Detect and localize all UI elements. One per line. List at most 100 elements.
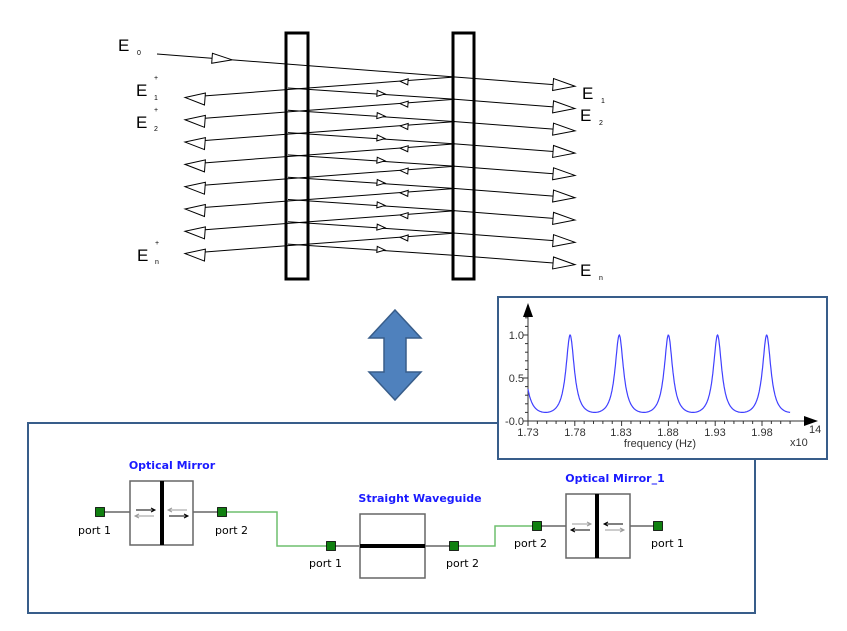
cavity-ray xyxy=(287,154,456,167)
arrowhead-icon xyxy=(183,136,206,151)
port-square[interactable] xyxy=(449,541,459,551)
reflected-ray xyxy=(204,200,289,208)
cavity-ray xyxy=(287,132,456,145)
port-square[interactable] xyxy=(326,541,336,551)
x-tick-label: 1.83 xyxy=(610,427,631,439)
arrowhead-icon xyxy=(552,211,577,225)
arrowhead-icon xyxy=(398,167,409,175)
arrowhead-icon xyxy=(398,100,409,108)
svg-text:E: E xyxy=(580,106,591,125)
transmitted-ray xyxy=(454,121,556,130)
cavity-ray xyxy=(287,98,456,113)
cavity-ray xyxy=(287,143,456,157)
reflected-ray xyxy=(204,155,289,164)
cavity-ray xyxy=(287,109,456,123)
label-e1: E 1 xyxy=(582,84,605,105)
arrowhead-icon xyxy=(183,226,206,240)
arrowhead-icon xyxy=(552,256,577,270)
arrowhead-icon xyxy=(398,211,409,220)
svg-text:E: E xyxy=(136,81,147,100)
reflected-ray xyxy=(204,133,289,142)
transmission-line xyxy=(527,333,791,413)
arrowhead-icon xyxy=(211,52,233,64)
arrowhead-icon xyxy=(552,144,577,159)
port-square[interactable] xyxy=(217,507,227,517)
cavity-ray xyxy=(287,210,456,224)
cavity-ray xyxy=(287,232,456,247)
arrowhead-icon xyxy=(552,77,577,92)
right-mirror-plate xyxy=(451,31,476,281)
straight-waveguide-component[interactable]: Straight Waveguide xyxy=(358,492,482,579)
transmitted-ray xyxy=(454,76,556,86)
arrowhead-icon xyxy=(552,189,577,203)
x-tick-label: 1.73 xyxy=(517,427,538,439)
arrowhead-icon xyxy=(183,114,206,128)
svg-text:E: E xyxy=(136,113,147,132)
transmitted-ray xyxy=(454,254,556,264)
x-axis-arrow-icon xyxy=(804,416,818,426)
port-square[interactable] xyxy=(532,521,542,531)
reflected-ray xyxy=(204,178,289,186)
svg-text:2: 2 xyxy=(599,120,603,127)
x-multiplier-exponent: 14 xyxy=(809,424,821,436)
x-tick-label: 1.98 xyxy=(751,427,772,439)
port-square[interactable] xyxy=(653,521,663,531)
svg-text:0: 0 xyxy=(137,50,141,57)
connection-wire[interactable] xyxy=(222,511,331,547)
arrowhead-icon xyxy=(398,145,409,153)
cavity-ray xyxy=(287,221,456,234)
reflected-ray xyxy=(204,222,289,231)
arrowhead-icon xyxy=(398,234,409,242)
arrows-icon xyxy=(133,507,190,519)
left-mirror-plate xyxy=(284,31,310,281)
port-square[interactable] xyxy=(95,507,105,517)
port-label: port 1 xyxy=(78,524,111,537)
x-axis-label: frequency (Hz) xyxy=(624,438,696,450)
svg-text:E: E xyxy=(580,261,591,280)
x-tick-label: 1.78 xyxy=(564,427,585,439)
port-label: port 2 xyxy=(215,524,248,537)
label-e0: E 0 xyxy=(118,36,141,57)
connection-wire[interactable] xyxy=(454,525,537,547)
component-title: Straight Waveguide xyxy=(358,492,481,505)
port-label: port 2 xyxy=(514,537,547,550)
arrowhead-icon xyxy=(552,167,577,181)
port-label: port 2 xyxy=(446,557,479,570)
transmitted-ray xyxy=(454,98,556,108)
y-tick-label: 1.0 xyxy=(509,330,524,342)
arrowhead-icon xyxy=(376,156,387,164)
port-label: port 1 xyxy=(651,537,684,550)
arrowhead-icon xyxy=(376,223,387,231)
svg-text:n: n xyxy=(599,275,603,282)
arrowhead-icon xyxy=(376,201,387,209)
fabry-perot-ray-diagram xyxy=(156,52,577,270)
transmission-chart: 1.73 1.78 1.83 1.88 1.93 1.98 -0.0 0.5 1… xyxy=(497,296,828,460)
optical-mirror-component[interactable]: Optical Mirror xyxy=(129,459,216,546)
arrowhead-icon xyxy=(183,248,206,262)
label-e1-plus: E + 1 xyxy=(136,75,158,102)
svg-text:+: + xyxy=(154,75,158,82)
transmitted-ray xyxy=(454,188,556,197)
svg-text:2: 2 xyxy=(154,126,158,133)
reflected-ray xyxy=(204,245,289,253)
optical-mirror-1-component[interactable]: Optical Mirror_1 xyxy=(565,472,665,559)
svg-text:E: E xyxy=(118,36,129,55)
x-tick-label: 1.88 xyxy=(657,427,678,439)
y-tick-label: -0.0 xyxy=(505,416,524,428)
svg-text:1: 1 xyxy=(154,95,158,102)
arrowhead-icon xyxy=(183,159,206,173)
transmitted-ray xyxy=(454,143,556,153)
cavity-ray xyxy=(287,76,456,91)
ports xyxy=(95,507,663,551)
label-en-plus: E + n xyxy=(137,240,159,266)
svg-text:E: E xyxy=(582,84,593,103)
transmitted-ray xyxy=(454,232,556,242)
arrowhead-icon xyxy=(552,100,577,114)
x-tick-label: 1.93 xyxy=(704,427,725,439)
arrowhead-icon xyxy=(398,78,409,86)
arrowhead-icon xyxy=(552,122,577,136)
arrowhead-icon xyxy=(183,92,206,106)
label-en: E n xyxy=(580,261,603,282)
port-label: port 1 xyxy=(309,557,342,570)
